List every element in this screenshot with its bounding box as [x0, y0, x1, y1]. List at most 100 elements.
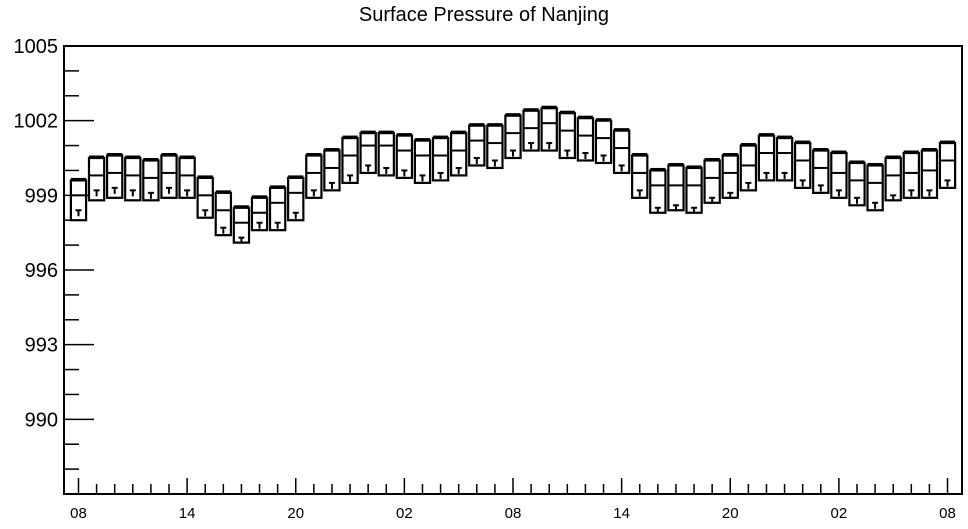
box	[793, 141, 812, 189]
box	[87, 156, 106, 202]
box-group	[377, 130, 395, 177]
box-group	[268, 185, 287, 232]
y-tick-label: 993	[25, 335, 58, 357]
box-group	[938, 140, 957, 189]
box-group	[793, 140, 812, 189]
box	[105, 154, 124, 199]
y-tick-label: 996	[25, 260, 58, 282]
box-group	[359, 130, 377, 175]
box-group	[87, 155, 106, 202]
box	[449, 132, 468, 177]
box-group	[431, 135, 450, 182]
box	[196, 176, 214, 219]
box-group	[305, 153, 323, 199]
box-group	[649, 167, 667, 214]
box	[649, 169, 667, 214]
box	[576, 117, 595, 162]
box	[323, 149, 341, 192]
box	[685, 166, 703, 214]
box	[631, 154, 649, 199]
box-group	[775, 135, 794, 182]
box	[721, 154, 739, 199]
box-group	[830, 150, 848, 199]
box-group	[703, 157, 721, 204]
box-group	[214, 190, 233, 237]
box	[757, 134, 776, 182]
box	[214, 191, 233, 237]
box-group	[685, 165, 703, 214]
box	[558, 112, 577, 160]
box	[594, 119, 613, 165]
box	[504, 114, 522, 160]
box-group	[323, 148, 341, 192]
box	[902, 151, 921, 199]
box-group	[504, 113, 522, 160]
box-group	[739, 143, 758, 192]
box	[866, 164, 884, 212]
box	[848, 161, 866, 207]
box-group	[721, 153, 739, 199]
box	[305, 154, 323, 199]
box	[775, 136, 794, 182]
box	[938, 141, 957, 189]
box	[612, 129, 631, 175]
box-group	[848, 160, 866, 207]
box-group	[287, 175, 305, 222]
box-group	[522, 108, 540, 152]
box	[486, 124, 504, 170]
x-tick-label: 14	[613, 505, 630, 522]
y-tick-label: 999	[25, 185, 58, 207]
box-group	[196, 175, 214, 219]
box-group	[558, 110, 577, 160]
box	[703, 159, 721, 204]
box-group	[757, 133, 776, 182]
x-tick-label: 08	[939, 505, 956, 522]
x-tick-label: 02	[396, 505, 413, 522]
box	[667, 164, 685, 212]
box	[830, 151, 848, 199]
box	[268, 186, 287, 232]
box-group	[105, 153, 124, 199]
box-group	[631, 153, 649, 199]
box	[142, 159, 160, 202]
box	[413, 139, 432, 184]
box-series	[69, 105, 957, 244]
box	[739, 144, 758, 192]
box	[522, 109, 540, 152]
box	[160, 154, 178, 199]
box-group	[920, 148, 939, 199]
x-axis: 08 14 20 02 08 14 20 02 08	[70, 478, 956, 522]
box-group	[232, 205, 251, 244]
box-group	[576, 115, 595, 162]
x-tick-label: 02	[831, 505, 848, 522]
box	[69, 179, 88, 222]
box	[540, 107, 558, 152]
box-group	[250, 195, 269, 232]
box	[395, 134, 414, 180]
box	[287, 176, 305, 222]
box-group	[160, 153, 178, 199]
box-group	[413, 138, 432, 184]
box	[124, 156, 142, 202]
box	[884, 156, 902, 202]
box-group	[866, 162, 884, 212]
y-axis: 1005 1002 999 996 993 990	[14, 36, 94, 495]
y-tick-label: 1002	[14, 111, 59, 133]
box	[341, 136, 359, 184]
box	[250, 196, 269, 232]
box-group	[486, 123, 504, 170]
box	[178, 156, 196, 199]
box	[468, 124, 486, 167]
box-group	[449, 130, 468, 177]
x-tick-label: 20	[722, 505, 739, 522]
box-group	[468, 123, 486, 167]
box-group	[812, 148, 830, 194]
box-group	[612, 128, 631, 175]
x-tick-label: 14	[179, 505, 196, 522]
box-group	[902, 150, 921, 199]
x-tick-label: 20	[287, 505, 304, 522]
box-group	[341, 135, 359, 184]
box-group	[540, 105, 558, 152]
